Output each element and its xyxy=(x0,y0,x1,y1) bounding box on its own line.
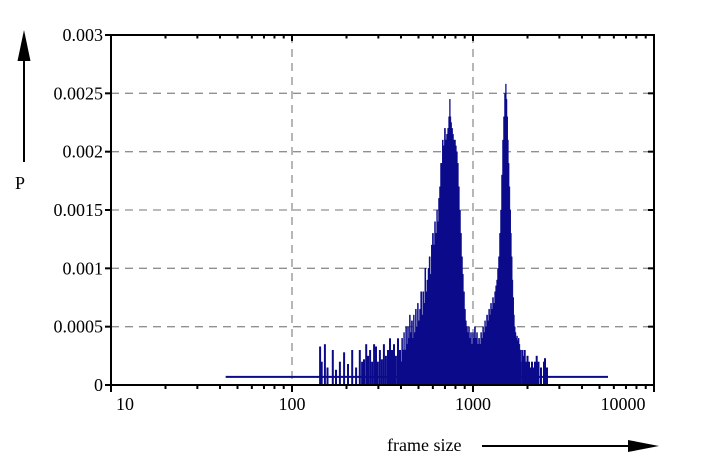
impulse-bar xyxy=(373,344,376,385)
impulse-bar xyxy=(394,355,397,385)
impulse-bar xyxy=(376,361,379,385)
impulse-bar xyxy=(361,361,364,385)
y-axis-annotation: P xyxy=(15,30,31,193)
impulse-bar xyxy=(544,358,546,385)
impulse-bar xyxy=(375,346,377,385)
impulse-bar xyxy=(384,355,387,385)
impulse-bar xyxy=(391,350,393,385)
x-axis-annotation: frame size xyxy=(387,435,659,455)
x-tick-label: 1000 xyxy=(455,394,491,414)
y-tick-label: 0.001 xyxy=(63,258,104,278)
impulse-bar xyxy=(319,346,322,385)
x-axis-arrow-head-icon xyxy=(628,440,659,452)
impulse-bar xyxy=(365,344,368,385)
impulse-bar xyxy=(369,350,372,385)
impulse-bar xyxy=(331,350,334,385)
impulse-bar xyxy=(371,361,374,385)
impulse-bar xyxy=(534,361,536,385)
tick-label-layer: 10 100 1000 10000 0 0.0005 0.001 0.0015 0.002 0.0… xyxy=(54,25,646,414)
impulse-bar xyxy=(343,352,346,385)
y-axis-arrow-head-icon xyxy=(17,30,31,61)
impulse-bar xyxy=(535,355,538,385)
x-tick-label: 10000 xyxy=(601,394,646,414)
impulse-bar xyxy=(389,338,391,385)
y-tick-label: 0.003 xyxy=(63,25,104,45)
y-tick-label: 0.0005 xyxy=(54,317,104,337)
impulse-bar xyxy=(380,359,383,385)
impulse-bar xyxy=(522,355,525,385)
x-tick-label: 10 xyxy=(116,394,134,414)
y-tick-label: 0 xyxy=(94,375,103,395)
impulse-bar xyxy=(525,361,527,385)
grid-layer xyxy=(111,35,654,385)
impulse-bar xyxy=(521,350,524,385)
impulse-bar xyxy=(323,344,326,385)
axes-frame-layer xyxy=(105,34,655,392)
x-axis-label: frame size xyxy=(387,435,461,455)
y-tick-label: 0.0015 xyxy=(54,200,104,220)
y-tick-label: 0.0025 xyxy=(54,83,104,103)
impulse-bar xyxy=(387,350,389,385)
distribution-area xyxy=(400,83,522,386)
impulse-bar xyxy=(358,350,361,385)
impulse-bar xyxy=(363,359,365,385)
x-tick-label: 100 xyxy=(279,394,306,414)
impulse-bar xyxy=(526,355,529,385)
impulse-bar xyxy=(393,344,395,385)
impulse-bar xyxy=(347,364,349,385)
data-layer xyxy=(225,83,608,386)
impulse-bar xyxy=(367,355,369,385)
impulse-bar xyxy=(338,361,341,385)
impulse-bar xyxy=(528,361,530,385)
impulse-bar xyxy=(351,350,354,385)
y-axis-label: P xyxy=(15,173,25,193)
impulse-bar xyxy=(378,350,381,385)
impulse-bar xyxy=(399,350,401,385)
impulse-bar xyxy=(382,344,385,385)
impulse-bar xyxy=(537,361,540,385)
impulse-bar xyxy=(320,361,323,385)
y-tick-label: 0.002 xyxy=(63,142,104,162)
impulse-bar xyxy=(397,338,399,385)
impulse-bar xyxy=(531,361,533,385)
impulse-bar xyxy=(523,350,526,385)
